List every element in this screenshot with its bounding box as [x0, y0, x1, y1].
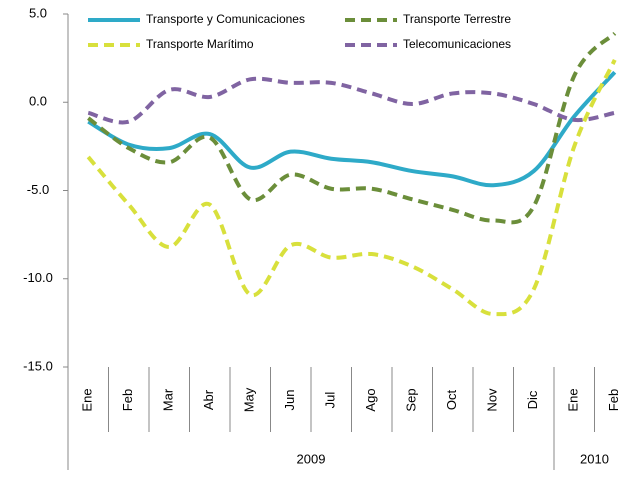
y-tick-label: -10.0: [23, 270, 53, 285]
series-line: [87, 76, 616, 125]
legend-label: Transporte Terrestre: [403, 12, 511, 26]
y-tick-label: -15.0: [23, 358, 53, 373]
x-tick-label: Abr: [201, 389, 216, 410]
x-tick-label: Sep: [404, 388, 419, 411]
x-tick-label: Jul: [323, 392, 338, 409]
x-tick-label: Feb: [606, 389, 621, 411]
series-line: [87, 31, 617, 225]
x-tick-label: Ene: [80, 388, 95, 411]
x-tick-label: Nov: [485, 388, 500, 412]
x-tick-label: Ago: [363, 388, 378, 411]
legend-label: Telecomunicaciones: [403, 37, 511, 51]
group-label: 2010: [580, 451, 609, 466]
x-tick-label: Mar: [161, 388, 176, 411]
x-tick-label: Dic: [525, 390, 540, 409]
x-tick-label: Feb: [120, 389, 135, 411]
x-tick-label: Oct: [444, 390, 459, 411]
y-tick-label: 0.0: [29, 94, 47, 109]
legend-label: Transporte Marítimo: [146, 37, 254, 51]
x-tick-label: Ene: [566, 388, 581, 411]
x-tick-label: Jun: [282, 390, 297, 411]
y-tick-label: 5.0: [29, 5, 47, 20]
series-line: [87, 70, 617, 188]
group-label: 2009: [297, 451, 326, 466]
legend-label: Transporte y Comunicaciones: [146, 12, 305, 26]
series-line: [86, 59, 617, 317]
y-tick-label: -5.0: [27, 182, 49, 197]
x-tick-label: May: [242, 387, 257, 412]
